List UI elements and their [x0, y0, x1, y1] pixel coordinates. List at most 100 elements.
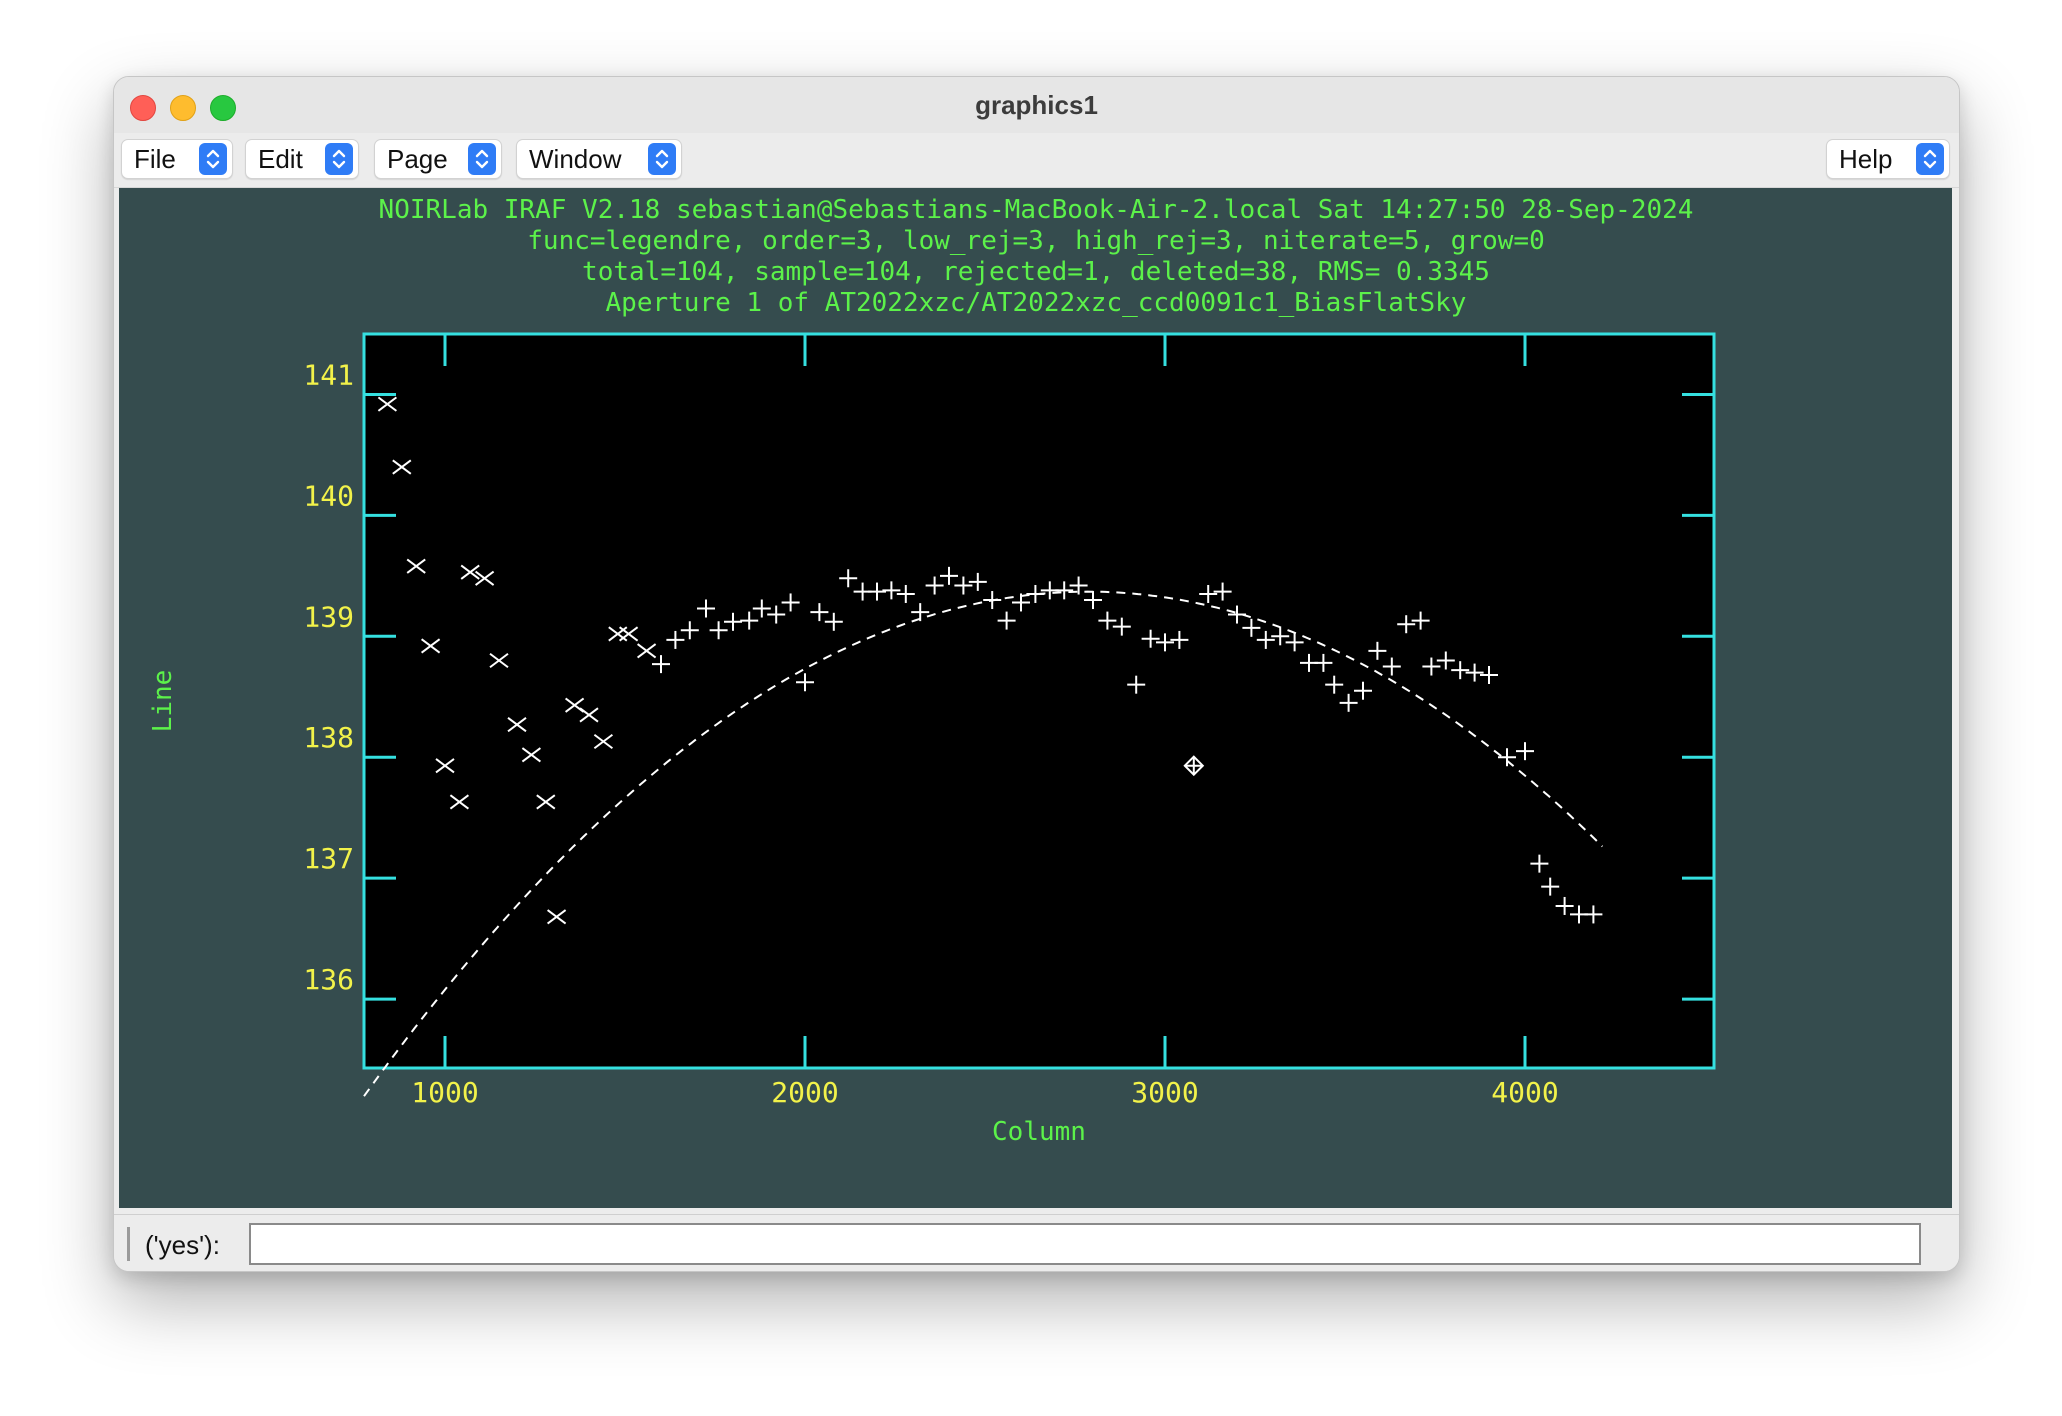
plus-marker: [824, 612, 843, 631]
window-menu-label: Window: [529, 143, 622, 174]
chevron-updown-icon: [468, 143, 496, 175]
plus-marker: [1256, 630, 1275, 649]
plus-marker: [1228, 605, 1246, 624]
x-tick-label: 1000: [411, 1076, 478, 1109]
cross-marker: [475, 570, 495, 586]
cross-marker: [521, 747, 541, 763]
plus-marker: [652, 655, 670, 674]
plus-marker: [1422, 657, 1441, 676]
window-title: graphics1: [975, 90, 1098, 120]
plus-marker: [1397, 615, 1416, 634]
y-tick-label: 138: [303, 721, 354, 754]
plus-marker: [1012, 593, 1030, 612]
chevron-updown-icon: [1916, 143, 1944, 175]
cross-marker: [406, 558, 426, 574]
tick-labels: 1000 2000 3000 4000 136 137 138 139 140 141: [303, 358, 1558, 1109]
plus-marker: [666, 630, 685, 649]
prompt-input[interactable]: [249, 1223, 1921, 1265]
plus-marker: [1156, 633, 1174, 652]
plus-marker: [767, 605, 786, 624]
edit-menu[interactable]: Edit: [245, 139, 359, 179]
chevron-updown-icon: [325, 143, 353, 175]
cross-marker: [377, 396, 397, 412]
file-menu[interactable]: File: [121, 139, 233, 179]
y-tick-label: 140: [303, 479, 354, 512]
plus-marker: [1451, 661, 1470, 680]
plus-marker: [1436, 651, 1455, 670]
close-window-button[interactable]: [130, 95, 156, 121]
title-bar[interactable]: graphics1: [114, 77, 1959, 133]
help-menu-label: Help: [1839, 143, 1893, 174]
chevron-updown-icon: [199, 143, 227, 175]
header-line-1: NOIRLab IRAF V2.18 sebastian@Sebastians-…: [379, 195, 1694, 225]
diamond-plus-marker: [1183, 755, 1205, 777]
plot-header: NOIRLab IRAF V2.18 sebastian@Sebastians-…: [379, 195, 1694, 318]
plus-marker: [868, 582, 886, 601]
plus-marker: [1026, 584, 1045, 603]
plus-marker: [1339, 693, 1358, 712]
help-menu[interactable]: Help: [1826, 139, 1950, 179]
plus-marker: [752, 599, 771, 618]
plus-marker: [911, 603, 930, 622]
plus-marker: [1555, 896, 1574, 915]
plus-marker: [680, 621, 699, 640]
plus-marker: [839, 569, 858, 588]
plus-marker: [882, 581, 901, 600]
plus-marker: [925, 576, 944, 595]
graphics-window: graphics1 File Edit Page Window: [113, 76, 1960, 1272]
x-axis-label: Column: [992, 1117, 1086, 1147]
y-axis-label: Line: [148, 670, 178, 733]
fit-curve: [363, 590, 1604, 1097]
plus-marker: [1069, 576, 1088, 595]
file-menu-label: File: [134, 143, 176, 174]
plus-marker: [1199, 584, 1218, 603]
minimize-window-button[interactable]: [170, 95, 196, 121]
header-line-3: total=104, sample=104, rejected=1, delet…: [582, 257, 1490, 287]
plus-marker: [1584, 905, 1603, 924]
plus-marker: [740, 611, 759, 630]
plus-marker: [1170, 630, 1189, 649]
plus-marker: [997, 611, 1016, 630]
cross-marker: [619, 626, 639, 642]
y-tick-label: 139: [303, 600, 354, 633]
cross-marker: [460, 564, 480, 580]
plus-marker: [954, 576, 973, 595]
page-menu[interactable]: Page: [374, 139, 502, 179]
plus-marker: [1465, 663, 1484, 682]
cross-marker: [449, 794, 469, 810]
axis-ticks: [364, 334, 1714, 1068]
window-menu[interactable]: Window: [516, 139, 682, 179]
plus-marker: [1271, 627, 1290, 646]
prompt-bar: ('yes'):: [114, 1214, 1959, 1271]
plus-marker: [1084, 591, 1102, 610]
cross-marker: [421, 638, 441, 654]
plus-marker: [796, 673, 814, 692]
chevron-updown-icon: [648, 143, 676, 175]
plus-marker: [781, 593, 800, 612]
page-menu-label: Page: [387, 143, 448, 174]
x-tick-label: 3000: [1131, 1076, 1198, 1109]
y-tick-label: 137: [303, 842, 354, 875]
plus-marker: [1411, 611, 1430, 630]
plot-svg[interactable]: NOIRLab IRAF V2.18 sebastian@Sebastians-…: [119, 188, 1952, 1208]
zoom-window-button[interactable]: [210, 95, 236, 121]
header-line-2: func=legendre, order=3, low_rej=3, high_…: [527, 226, 1544, 256]
cross-marker: [593, 733, 613, 750]
graphics-canvas[interactable]: NOIRLab IRAF V2.18 sebastian@Sebastians-…: [119, 188, 1952, 1208]
edit-menu-label: Edit: [258, 143, 303, 174]
plus-marker: [1141, 629, 1160, 648]
cross-marker: [547, 909, 567, 925]
plus-marker: [983, 591, 1002, 610]
plus-marker: [1055, 581, 1074, 600]
plus-marker: [709, 621, 728, 640]
plus-marker: [940, 566, 958, 585]
plus-marker: [1541, 877, 1560, 896]
plus-marker: [1516, 742, 1534, 761]
x-tick-label: 4000: [1491, 1076, 1558, 1109]
plus-marker: [810, 603, 829, 622]
plus-marker: [1368, 641, 1387, 660]
plus-marker: [1325, 675, 1344, 694]
plus-marker: [1242, 618, 1261, 637]
cross-marker: [636, 643, 657, 659]
cross-marker: [435, 758, 455, 774]
